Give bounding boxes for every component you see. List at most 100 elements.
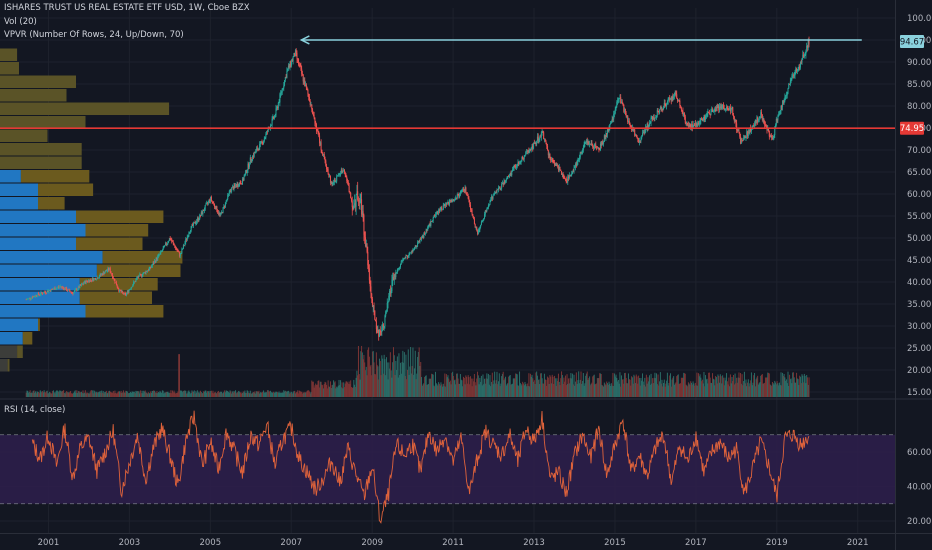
price-candle bbox=[651, 117, 653, 118]
price-candle bbox=[736, 123, 738, 130]
price-candle bbox=[240, 183, 242, 185]
volume-bar bbox=[68, 393, 70, 397]
volume-bar bbox=[434, 386, 436, 397]
volume-bar bbox=[328, 386, 330, 397]
volume-profile-bar-down bbox=[22, 332, 33, 345]
volume-bar bbox=[196, 390, 198, 397]
price-candle bbox=[771, 137, 773, 140]
arrow-annotation[interactable] bbox=[299, 35, 862, 45]
price-candle bbox=[740, 138, 742, 144]
price-candle bbox=[646, 123, 648, 129]
price-candle bbox=[394, 274, 396, 278]
volume-bar bbox=[533, 380, 535, 397]
volume-bar bbox=[603, 386, 605, 397]
price-candle bbox=[784, 96, 786, 101]
volume-bar bbox=[729, 374, 731, 397]
volume-bar bbox=[470, 378, 472, 397]
volume-profile-bar-down bbox=[38, 318, 40, 331]
volume-bar bbox=[369, 366, 371, 397]
price-candle bbox=[557, 165, 559, 167]
volume-bar bbox=[532, 378, 534, 397]
price-candle bbox=[535, 142, 537, 145]
volume-bar bbox=[128, 393, 130, 397]
price-candle bbox=[663, 102, 665, 108]
volume-bar bbox=[591, 382, 593, 397]
volume-bar bbox=[681, 377, 683, 397]
price-candle bbox=[226, 199, 228, 201]
volume-profile-bar-down bbox=[79, 291, 152, 304]
price-candle bbox=[290, 61, 292, 66]
price-candle bbox=[567, 176, 569, 183]
price-tick-label: 100.00 bbox=[907, 14, 932, 24]
volume-profile-bar-down bbox=[0, 156, 82, 169]
price-candle bbox=[71, 292, 73, 293]
price-candle bbox=[295, 50, 297, 53]
price-candle bbox=[456, 197, 458, 199]
price-candle bbox=[296, 52, 298, 59]
rsi-legend[interactable]: RSI (14, close) bbox=[4, 405, 66, 415]
price-candle bbox=[335, 181, 337, 183]
volume-bar bbox=[206, 392, 208, 397]
price-candle bbox=[209, 199, 211, 201]
price-candle bbox=[617, 99, 619, 101]
price-candle bbox=[248, 163, 250, 167]
price-candle bbox=[722, 104, 724, 108]
price-candle bbox=[410, 252, 412, 254]
price-candle bbox=[768, 131, 770, 137]
vpvr-legend[interactable]: VPVR (Number Of Rows, 24, Up/Down, 70) bbox=[4, 30, 184, 40]
volume-bar bbox=[735, 383, 737, 397]
volume-profile-bar-down bbox=[85, 224, 149, 237]
volume-bar bbox=[342, 388, 344, 397]
price-candle bbox=[222, 207, 224, 214]
price-candle bbox=[792, 75, 794, 76]
volume-bar bbox=[459, 374, 461, 397]
price-candle bbox=[665, 105, 667, 107]
price-axis[interactable]: 15.0020.0025.0030.0035.0040.0045.0050.00… bbox=[907, 14, 932, 398]
volume-bar bbox=[132, 391, 134, 397]
volume-bar bbox=[663, 379, 665, 397]
volume-profile-bar-up bbox=[0, 224, 86, 237]
volume-bar bbox=[238, 390, 240, 397]
volume-bar bbox=[482, 374, 484, 397]
price-candle bbox=[162, 248, 164, 251]
price-candle bbox=[79, 285, 81, 288]
price-candle bbox=[691, 123, 693, 129]
volume-bar bbox=[84, 390, 86, 397]
price-candle bbox=[541, 132, 543, 133]
price-candle bbox=[733, 115, 735, 117]
volume-bar bbox=[691, 384, 693, 397]
volume-bar bbox=[771, 386, 773, 397]
volume-bar bbox=[445, 386, 447, 397]
volume-bar bbox=[615, 374, 617, 397]
price-candle bbox=[85, 280, 87, 284]
price-candle bbox=[60, 286, 62, 287]
price-candle bbox=[238, 182, 240, 187]
price-candle bbox=[147, 270, 149, 272]
volume-bar bbox=[504, 378, 506, 397]
price-candle bbox=[56, 287, 58, 289]
volume-bar bbox=[326, 384, 328, 397]
volume-bar bbox=[673, 384, 675, 397]
volume-bar bbox=[353, 379, 355, 397]
volume-bar bbox=[503, 380, 505, 397]
volume-bar bbox=[371, 375, 373, 397]
price-candle bbox=[115, 282, 117, 284]
volume-bar bbox=[589, 376, 591, 397]
price-candle bbox=[686, 122, 688, 124]
volume-bar bbox=[60, 391, 62, 397]
volume-bar bbox=[197, 392, 199, 397]
volume-legend[interactable]: Vol (20) bbox=[4, 17, 37, 27]
volume-bar bbox=[487, 373, 489, 397]
price-candle bbox=[424, 233, 426, 235]
price-candle bbox=[214, 203, 216, 207]
price-candle bbox=[528, 150, 530, 153]
volume-bar bbox=[388, 362, 390, 397]
volume-profile-bar-down bbox=[17, 345, 23, 358]
time-axis[interactable]: 2001 2003 2005 2007 2009 2011 2013 2015 2017 2019… bbox=[38, 538, 869, 548]
volume-bar bbox=[733, 374, 735, 397]
price-candle bbox=[721, 107, 723, 109]
volume-bar bbox=[728, 377, 730, 397]
volume-bar bbox=[364, 370, 366, 397]
